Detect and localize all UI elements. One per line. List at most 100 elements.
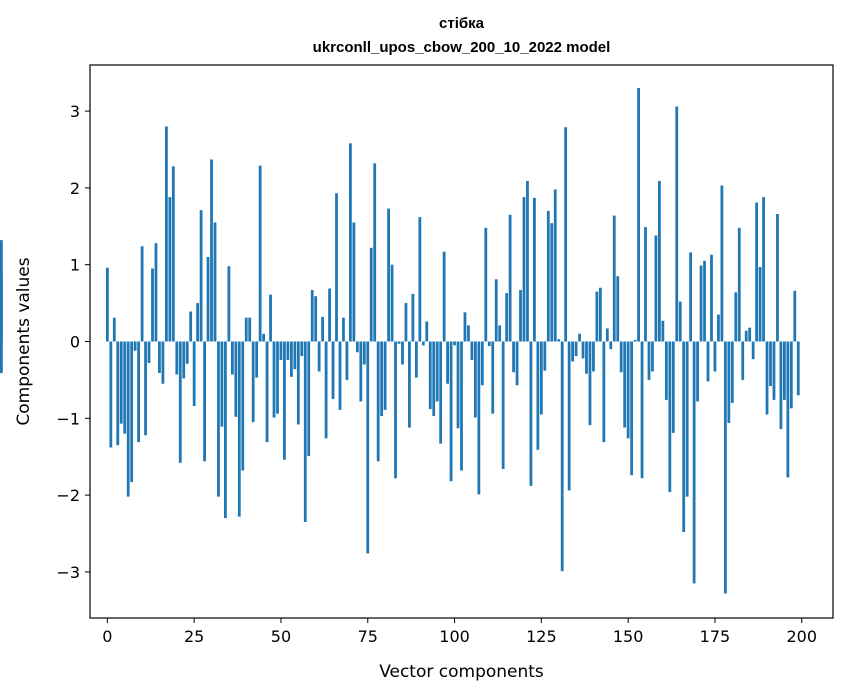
x-tick-label: 0 [102, 627, 112, 646]
bar [0, 274, 3, 342]
bar [373, 163, 377, 342]
bar [418, 217, 422, 342]
bar [456, 341, 460, 429]
bar [644, 227, 647, 342]
bar [491, 341, 495, 414]
x-tick-label: 25 [184, 627, 204, 646]
plot-frame [89, 64, 834, 619]
bar [421, 341, 425, 346]
bar [0, 341, 3, 373]
bar [737, 227, 741, 342]
bar [592, 341, 595, 372]
bar [206, 257, 210, 342]
bar [460, 341, 463, 471]
bar [734, 292, 738, 342]
bar [501, 341, 505, 469]
bar [446, 341, 449, 384]
bar [515, 341, 519, 386]
bar [352, 222, 356, 342]
bar [314, 296, 318, 342]
bar [151, 268, 154, 342]
bar [744, 330, 748, 342]
bar [380, 341, 384, 416]
bar [633, 339, 637, 342]
bar [175, 341, 179, 375]
bar [196, 303, 200, 342]
bar [116, 341, 120, 446]
bar [401, 341, 404, 365]
bar [769, 341, 772, 387]
bar [508, 214, 512, 342]
bar [369, 247, 373, 342]
bar [237, 341, 241, 517]
bar [189, 311, 193, 342]
bar [307, 341, 311, 456]
bar [137, 341, 140, 443]
bar [533, 197, 536, 342]
bar [765, 341, 769, 415]
bar [397, 341, 401, 344]
y-tick-label: 3 [70, 102, 80, 121]
bar [751, 341, 755, 360]
bar [647, 341, 651, 380]
bar [498, 325, 502, 342]
bar [324, 341, 328, 439]
bar [230, 341, 234, 375]
bar [390, 264, 394, 342]
bar [265, 341, 269, 443]
bar [168, 197, 172, 342]
bar [741, 341, 745, 380]
bar [428, 341, 432, 410]
bar [637, 88, 640, 342]
bar [463, 312, 467, 342]
bar [692, 341, 696, 584]
bar [366, 341, 370, 554]
bar [699, 265, 703, 342]
bar [161, 341, 165, 384]
bar [477, 341, 481, 495]
bar [585, 341, 588, 374]
x-tick-label: 150 [613, 627, 644, 646]
bar [605, 328, 609, 342]
bar [553, 189, 557, 342]
bar [505, 293, 509, 342]
bar [158, 341, 161, 373]
bar [526, 180, 529, 342]
bar [536, 341, 540, 450]
bar [682, 341, 686, 532]
bar [338, 341, 342, 410]
bar [449, 341, 453, 482]
x-tick-label: 75 [358, 627, 378, 646]
bar [574, 341, 578, 357]
bar [199, 210, 203, 342]
bar [560, 341, 564, 572]
bar [376, 341, 380, 462]
bar [696, 341, 699, 402]
x-axis-ticks: 0 25 50 75 100 125 150 175 200 [102, 618, 817, 646]
bar [328, 288, 331, 342]
bar [675, 106, 679, 342]
bar [185, 341, 189, 364]
bar [578, 333, 581, 342]
bar [678, 301, 682, 342]
bar [355, 341, 359, 353]
bar [425, 321, 429, 342]
bar [616, 276, 620, 342]
bar [203, 341, 206, 462]
bar [439, 341, 443, 444]
bar [630, 341, 634, 476]
bar [387, 208, 390, 342]
bar [713, 341, 717, 372]
bar [474, 341, 477, 418]
y-axis-label: Components values [14, 257, 34, 425]
bar [512, 341, 515, 373]
bar [651, 341, 654, 372]
y-tick-label: 1 [70, 256, 80, 275]
bar [234, 341, 238, 417]
bar [140, 246, 144, 342]
bar [626, 341, 630, 439]
bar [244, 317, 248, 342]
bar [303, 341, 307, 522]
